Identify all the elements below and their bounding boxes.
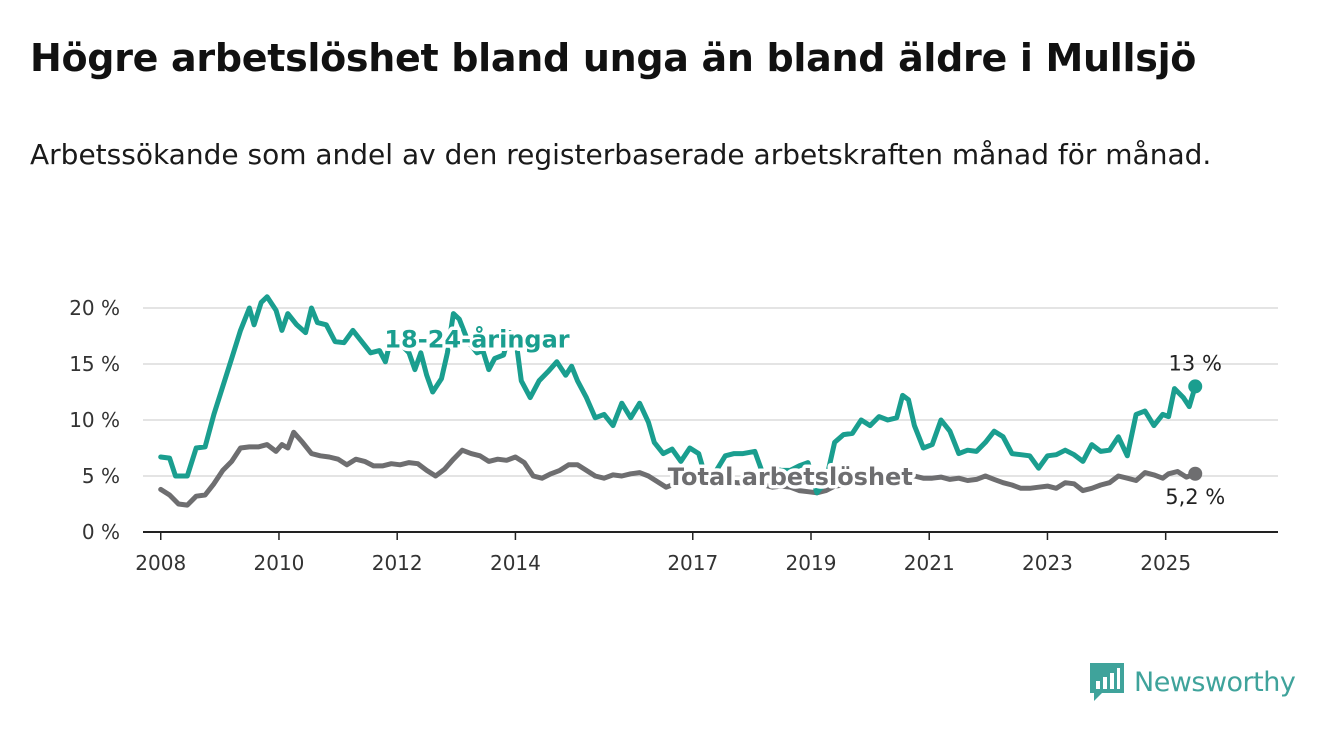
brand-name: Newsworthy [1134, 666, 1296, 698]
series-lines: 5,2 % 13 % [158, 294, 1225, 509]
x-tick-label: 2021 [904, 551, 955, 575]
y-tick-label: 10 % [69, 408, 120, 432]
x-tick-label: 2025 [1140, 551, 1191, 575]
y-tick-label: 20 % [69, 296, 120, 320]
newsworthy-logo-icon [1090, 663, 1124, 701]
x-tick-label: 2012 [372, 551, 423, 575]
newsworthy-brand: Newsworthy [1088, 660, 1296, 704]
x-tick-label: 2019 [786, 551, 837, 575]
y-axis-ticks: 0 % 5 % 10 % 15 % 20 % [69, 296, 120, 544]
x-axis-ticks: 2008 2010 2012 2014 2017 2019 2021 2023 2025 [135, 532, 1191, 575]
series-end-label: 5,2 % [1165, 485, 1225, 509]
x-tick-label: 2023 [1022, 551, 1073, 575]
chart-subtitle: Arbetssökande som andel av den registerb… [30, 138, 1212, 171]
x-tick-label: 2008 [135, 551, 186, 575]
chart-title: Högre arbetslöshet bland unga än bland ä… [30, 36, 1197, 80]
series-end-point [1188, 466, 1203, 481]
x-tick-label: 2017 [667, 551, 718, 575]
y-tick-label: 5 % [82, 464, 120, 488]
series-end-label: 13 % [1169, 351, 1222, 375]
series-annotations: 18-24-åringar Total arbetslöshet [381, 321, 916, 495]
series-label: 18-24-åringar [384, 324, 569, 353]
x-tick-label: 2010 [254, 551, 305, 575]
series-label: Total arbetslöshet [668, 463, 913, 491]
series-line [158, 429, 1198, 508]
y-tick-label: 0 % [82, 520, 120, 544]
gridlines [143, 307, 1278, 533]
y-tick-label: 15 % [69, 352, 120, 376]
series-end-point [1188, 379, 1203, 394]
series-line [158, 294, 1198, 496]
x-tick-label: 2014 [490, 551, 541, 575]
